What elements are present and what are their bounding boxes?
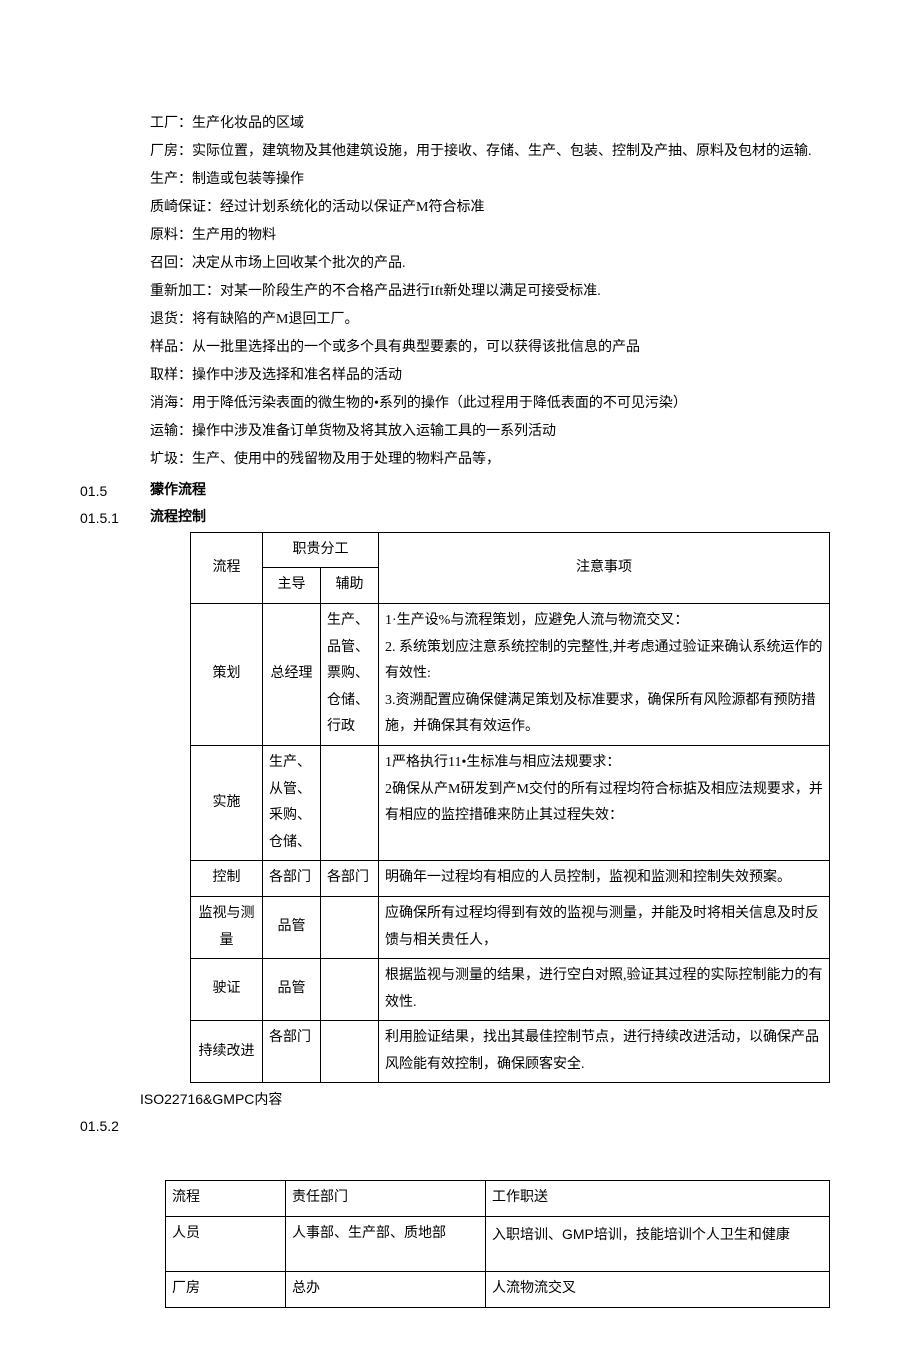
col-dept: 责任部门: [286, 1181, 486, 1217]
definition-line: 厂房：实际位置，建筑物及其他建筑设施，用于接收、存储、生产、包装、控制及产抽、原…: [150, 138, 860, 166]
cell-assist: [321, 896, 379, 958]
iso-label: ISO22716&GMPC内容: [140, 1089, 860, 1109]
iso-content-table: 流程 责任部门 工作职送 人员 人事部、生产部、质地部 入职培训、GMP培训，技…: [165, 1180, 830, 1308]
table-row: 实施 生产、从管、釆购、仓储、 1严格执行11•生标准与相应法规要求：2确保从产…: [191, 745, 830, 860]
cell-lead: 生产、从管、釆购、仓储、: [263, 745, 321, 860]
definition-line: 取样：操作中涉及选择和准名样品的活动: [150, 362, 860, 390]
cell-process: 厂房: [166, 1272, 286, 1308]
col-lead: 主导: [263, 568, 321, 604]
cell-assist: 各部门: [321, 861, 379, 897]
cell-job: 人流物流交叉: [486, 1272, 830, 1308]
definition-line: 消海：用于降低污染表面的微生物的•系列的操作（此过程用于降低表面的不可见污染）: [150, 390, 860, 418]
cell-assist: [321, 1021, 379, 1083]
cell-process: 控制: [191, 861, 263, 897]
process-control-table: 流程 职贵分工 注意事项 主导 辅助 策划 总经理 生产、品管、票购、仓储、行政…: [190, 532, 830, 1084]
definition-line: 退货：将有缺陷的产M退回工厂。: [150, 306, 860, 334]
definition-line: 运输：操作中涉及准备订单货物及将其放入运输工具的一系列活动: [150, 418, 860, 446]
definition-line: 质崎保证：经过计划系统化的活动以保证产M符合标准: [150, 194, 860, 222]
col-notes: 注意事项: [379, 532, 830, 603]
section-number: 01.5.2: [60, 1113, 150, 1140]
cell-job: 入职培训、GMP培训，技能培训个人卫生和健康: [486, 1216, 830, 1272]
col-job: 工作职送: [486, 1181, 830, 1217]
cell-notes: 明确年一过程均有相应的人员控制，监视和监测和控制失效预案。: [379, 861, 830, 897]
cell-process: 持续改进: [191, 1021, 263, 1083]
definition-line: 生产：制造或包装等操作: [150, 166, 860, 194]
col-assist: 辅助: [321, 568, 379, 604]
process-control-table-wrap: 流程 职贵分工 注意事项 主导 辅助 策划 总经理 生产、品管、票购、仓储、行政…: [190, 532, 830, 1084]
cell-dept: 人事部、生产部、质地部: [286, 1216, 486, 1272]
cell-notes: 根据监视与测量的结果，进行空白对照,验证其过程的实际控制能力的有效性.: [379, 959, 830, 1021]
definition-line: 原料：生产用的物料: [150, 222, 860, 250]
table-row: 厂房 总办 人流物流交叉: [166, 1272, 830, 1308]
cell-process: 驶证: [191, 959, 263, 1021]
cell-notes: 利用脸证结果，找出其最佳控制节点，进行持续改进活动，以确保产品风险能有效控制，确…: [379, 1021, 830, 1083]
cell-lead: 总经理: [263, 603, 321, 745]
cell-notes: 应确保所有过程均得到有效的监视与测量，并能及时将相关信息及时反馈与相关贵任人，: [379, 896, 830, 958]
col-process: 流程: [191, 532, 263, 603]
cell-process: 策划: [191, 603, 263, 745]
table-row: 人员 人事部、生产部、质地部 入职培训、GMP培训，技能培训个人卫生和健康: [166, 1216, 830, 1272]
cell-assist: 生产、品管、票购、仓储、行政: [321, 603, 379, 745]
cell-lead: 品管: [263, 959, 321, 1021]
table-header-row: 流程 职贵分工 注意事项: [191, 532, 830, 568]
definitions-block: 工厂：生产化妆品的区域 厂房：实际位置，建筑物及其他建筑设施，用于接收、存储、生…: [150, 110, 860, 474]
cell-lead: 品管: [263, 896, 321, 958]
definition-line: 工厂：生产化妆品的区域: [150, 110, 860, 138]
table-row: 监视与测量 品管 应确保所有过程均得到有效的监视与测量，并能及时将相关信息及时反…: [191, 896, 830, 958]
definition-line: 召回：决定从市场上回收某个批次的产品.: [150, 250, 860, 278]
table-row: 控制 各部门 各部门 明确年一过程均有相应的人员控制，监视和监测和控制失效预案。: [191, 861, 830, 897]
iso-table-wrap: 流程 责任部门 工作职送 人员 人事部、生产部、质地部 入职培训、GMP培训，技…: [165, 1180, 830, 1308]
section-number: 01.5.1: [60, 505, 150, 532]
cell-lead: 各部门: [263, 1021, 321, 1083]
section-title: 獴作流程: [150, 478, 206, 505]
cell-process: 监视与测量: [191, 896, 263, 958]
table-row: 持续改进 各部门 利用脸证结果，找出其最佳控制节点，进行持续改进活动，以确保产品…: [191, 1021, 830, 1083]
cell-assist: [321, 745, 379, 860]
definition-line: 圹圾：生产、使用中的残留物及用于处理的物料产品等，: [150, 446, 860, 474]
table-row: 驶证 品管 根据监视与测量的结果，进行空白对照,验证其过程的实际控制能力的有效性…: [191, 959, 830, 1021]
table-row: 策划 总经理 生产、品管、票购、仓储、行政 1·生产设%与流程策划，应避免人流与…: [191, 603, 830, 745]
cell-process: 人员: [166, 1216, 286, 1272]
cell-assist: [321, 959, 379, 1021]
cell-process: 实施: [191, 745, 263, 860]
col-process: 流程: [166, 1181, 286, 1217]
table-header-row: 流程 责任部门 工作职送: [166, 1181, 830, 1217]
section-01-5-2: 01.5.2: [60, 1113, 860, 1140]
cell-lead: 各部门: [263, 861, 321, 897]
definition-line: 样品：从一批里选择出的一个或多个具有典型要素的，可以获得该批信息的产品: [150, 334, 860, 362]
col-duty: 职贵分工: [263, 532, 379, 568]
section-subtitle: 流程控制: [150, 505, 206, 532]
document-page: 工厂：生产化妆品的区域 厂房：实际位置，建筑物及其他建筑设施，用于接收、存储、生…: [0, 0, 920, 1348]
cell-notes: 1严格执行11•生标准与相应法规要求：2确保从产M研发到产M交付的所有过程均符合…: [379, 745, 830, 860]
cell-dept: 总办: [286, 1272, 486, 1308]
cell-notes: 1·生产设%与流程策划，应避免人流与物流交叉：2. 系统策划应注意系统控制的完整…: [379, 603, 830, 745]
definition-line: 重新加工：对某一阶段生产的不合格产品进行Ift新处理以满足可接受标准.: [150, 278, 860, 306]
